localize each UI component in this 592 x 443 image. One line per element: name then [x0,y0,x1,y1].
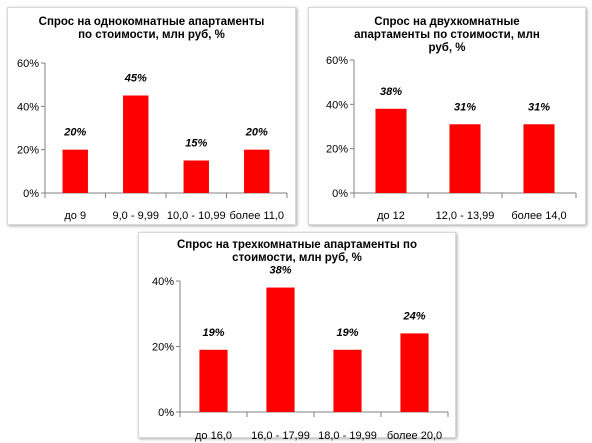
bar-value-label: 31% [454,101,476,113]
y-tick-label: 20% [152,342,174,354]
bar [62,149,88,193]
x-category-label: более 20,0 [387,430,442,442]
bar-value-label: 38% [380,86,402,98]
bar [375,108,407,193]
chart-three-room: Спрос на трехкомнатные апартаменты по ст… [138,232,456,442]
x-category-label: 16,0 - 17,99 [251,430,310,442]
bar-value-label: 24% [402,310,425,322]
bar [266,287,295,412]
bar [449,124,481,193]
y-tick-label: 0% [23,188,39,200]
chart-plot: 0% 20% 40% 60% 38% до 12 31% 12,0 - 13,99 31% бол… [326,55,577,222]
bar-value-label: 19% [202,327,224,339]
x-category-label: до 12 [377,210,405,222]
chart-plot: 0% 20% 40% 19% до 16,0 38% 16,0 - 17,99 19% 18,0… [152,265,449,442]
bar-value-label: 15% [185,138,207,150]
chart-title: Спрос на однокомнатные апартаменты по ст… [38,16,265,41]
bar [244,149,270,193]
bar [123,95,149,193]
bar [333,349,362,412]
x-category-label: до 9 [64,210,86,222]
x-category-label: 9,0 - 9,99 [113,210,159,222]
chart-one-room: Спрос на однокомнатные апартаменты по ст… [7,7,296,225]
y-tick-label: 40% [17,101,39,113]
x-category-label: до 16,0 [195,430,232,442]
y-tick-label: 60% [326,55,348,67]
x-category-label: 18,0 - 19,99 [318,430,377,442]
y-tick-label: 0% [332,188,348,200]
bar-value-label: 45% [124,73,147,85]
bar-value-label: 31% [528,101,550,113]
x-category-label: 12,0 - 13,99 [436,210,495,222]
bar [199,349,228,412]
y-tick-label: 40% [326,99,348,111]
bar-value-label: 20% [245,127,268,139]
x-category-label: более 14,0 [511,210,566,222]
x-category-label: 10,0 - 10,99 [167,210,226,222]
chart-title: Спрос на трехкомнатные апартаменты по ст… [177,239,417,264]
y-tick-label: 40% [152,276,174,288]
chart-two-room: Спрос на двухкомнатные апартаменты по ст… [308,7,586,225]
bar [183,160,209,193]
bar [400,333,429,412]
y-tick-label: 0% [158,407,174,419]
bar-value-label: 20% [63,127,86,139]
y-tick-label: 20% [326,144,348,156]
bar-value-label: 19% [336,327,358,339]
chart-title: Спрос на двухкомнатные апартаменты по ст… [354,16,540,54]
bar-value-label: 38% [269,265,291,277]
y-tick-label: 60% [17,58,39,70]
y-tick-label: 20% [17,145,39,157]
x-category-label: более 11,0 [230,210,284,222]
chart-plot: 0% 20% 40% 60% 20% до 9 45% 9,0 - 9,99 15% 10,0 -… [17,58,288,222]
bar [523,124,555,193]
